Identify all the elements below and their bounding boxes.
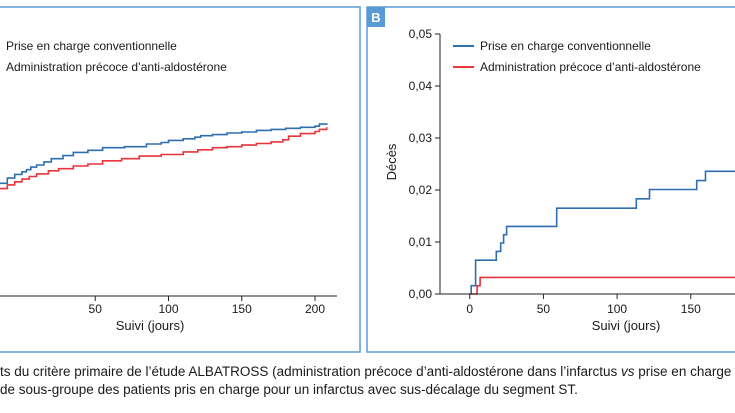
caption-line-1-end: prise en charge <box>634 364 732 379</box>
panel-a-legend-label-1: Administration précoce d’anti-aldostéron… <box>6 60 227 74</box>
panel-b-series-0-line <box>469 170 735 295</box>
panel-a-x-tick-label-2: 150 <box>232 302 252 316</box>
panel-a-x-tick-label-1: 100 <box>158 302 178 316</box>
panel-b-y-tick-label-2: 0,02 <box>409 183 433 197</box>
panel-a-series-1-line <box>0 127 328 190</box>
panel-b-x-axis-label: Suivi (jours) <box>592 318 661 333</box>
caption-line-1-start: ts du critère primaire de l’étude ALBATR… <box>0 364 622 379</box>
panel-b-legend-label-1: Administration précoce d’anti-aldostéron… <box>480 60 701 74</box>
panel-b-y-tick-label-1: 0,01 <box>409 235 433 249</box>
caption-line-1: ts du critère primaire de l’étude ALBATR… <box>0 363 735 381</box>
panel-a-series-0-line <box>0 123 328 185</box>
panel-b-y-ticks: 0,00 0,01 0,02 0,03 0,04 0,05 <box>409 27 440 301</box>
caption-line-2: de sous-groupe des patients pris en char… <box>0 382 578 397</box>
panel-a-x-tick-label-3: 200 <box>305 302 325 316</box>
caption-line-1-emphasis: vs <box>621 364 635 379</box>
panel-a: 50 100 150 200 Suivi (jours) Prise en charg… <box>0 6 361 353</box>
panel-b-badge <box>367 7 385 27</box>
panel-b-y-tick-label-3: 0,03 <box>409 131 433 145</box>
panel-b-legend: Prise en charge conventionnelle Administ… <box>453 39 701 74</box>
panel-b-y-tick-label-4: 0,04 <box>409 79 433 93</box>
panel-b-plot-area <box>469 170 735 295</box>
figure-caption: ts du critère primaire de l’étude ALBATR… <box>0 363 735 399</box>
panel-b-x-tick-label-2: 100 <box>607 302 627 316</box>
panel-b-badge-label: B <box>371 10 380 25</box>
panel-b-x-tick-label-3: 150 <box>681 302 701 316</box>
panel-a-x-axis-label: Suivi (jours) <box>116 318 185 333</box>
panel-b-x-tick-label-1: 50 <box>537 302 551 316</box>
panel-a-border <box>0 6 361 353</box>
panel-a-x-tick-label-0: 50 <box>89 302 103 316</box>
panel-b-series-1-line <box>469 276 735 295</box>
panel-a-x-ticks: 50 100 150 200 <box>89 296 325 316</box>
panel-b-x-ticks: 0 50 100 150 <box>466 294 701 316</box>
panel-a-legend: Prise en charge conventionnelle Administ… <box>6 39 227 74</box>
panel-b-y-tick-label-0: 0,00 <box>409 287 433 301</box>
panel-a-legend-label-0: Prise en charge conventionnelle <box>6 39 177 53</box>
panel-b-y-tick-label-5: 0,05 <box>409 27 433 41</box>
panel-b-x-tick-label-0: 0 <box>466 302 473 316</box>
panel-b-y-axis-label: Décès <box>384 143 399 180</box>
panel-b: B 0,00 0,01 0,02 0,03 0,04 0,05 0 50 100 150 Déc… <box>366 6 735 353</box>
panel-b-border <box>366 6 735 353</box>
panel-a-plot-area <box>0 123 328 190</box>
panel-b-legend-label-0: Prise en charge conventionnelle <box>480 39 651 53</box>
